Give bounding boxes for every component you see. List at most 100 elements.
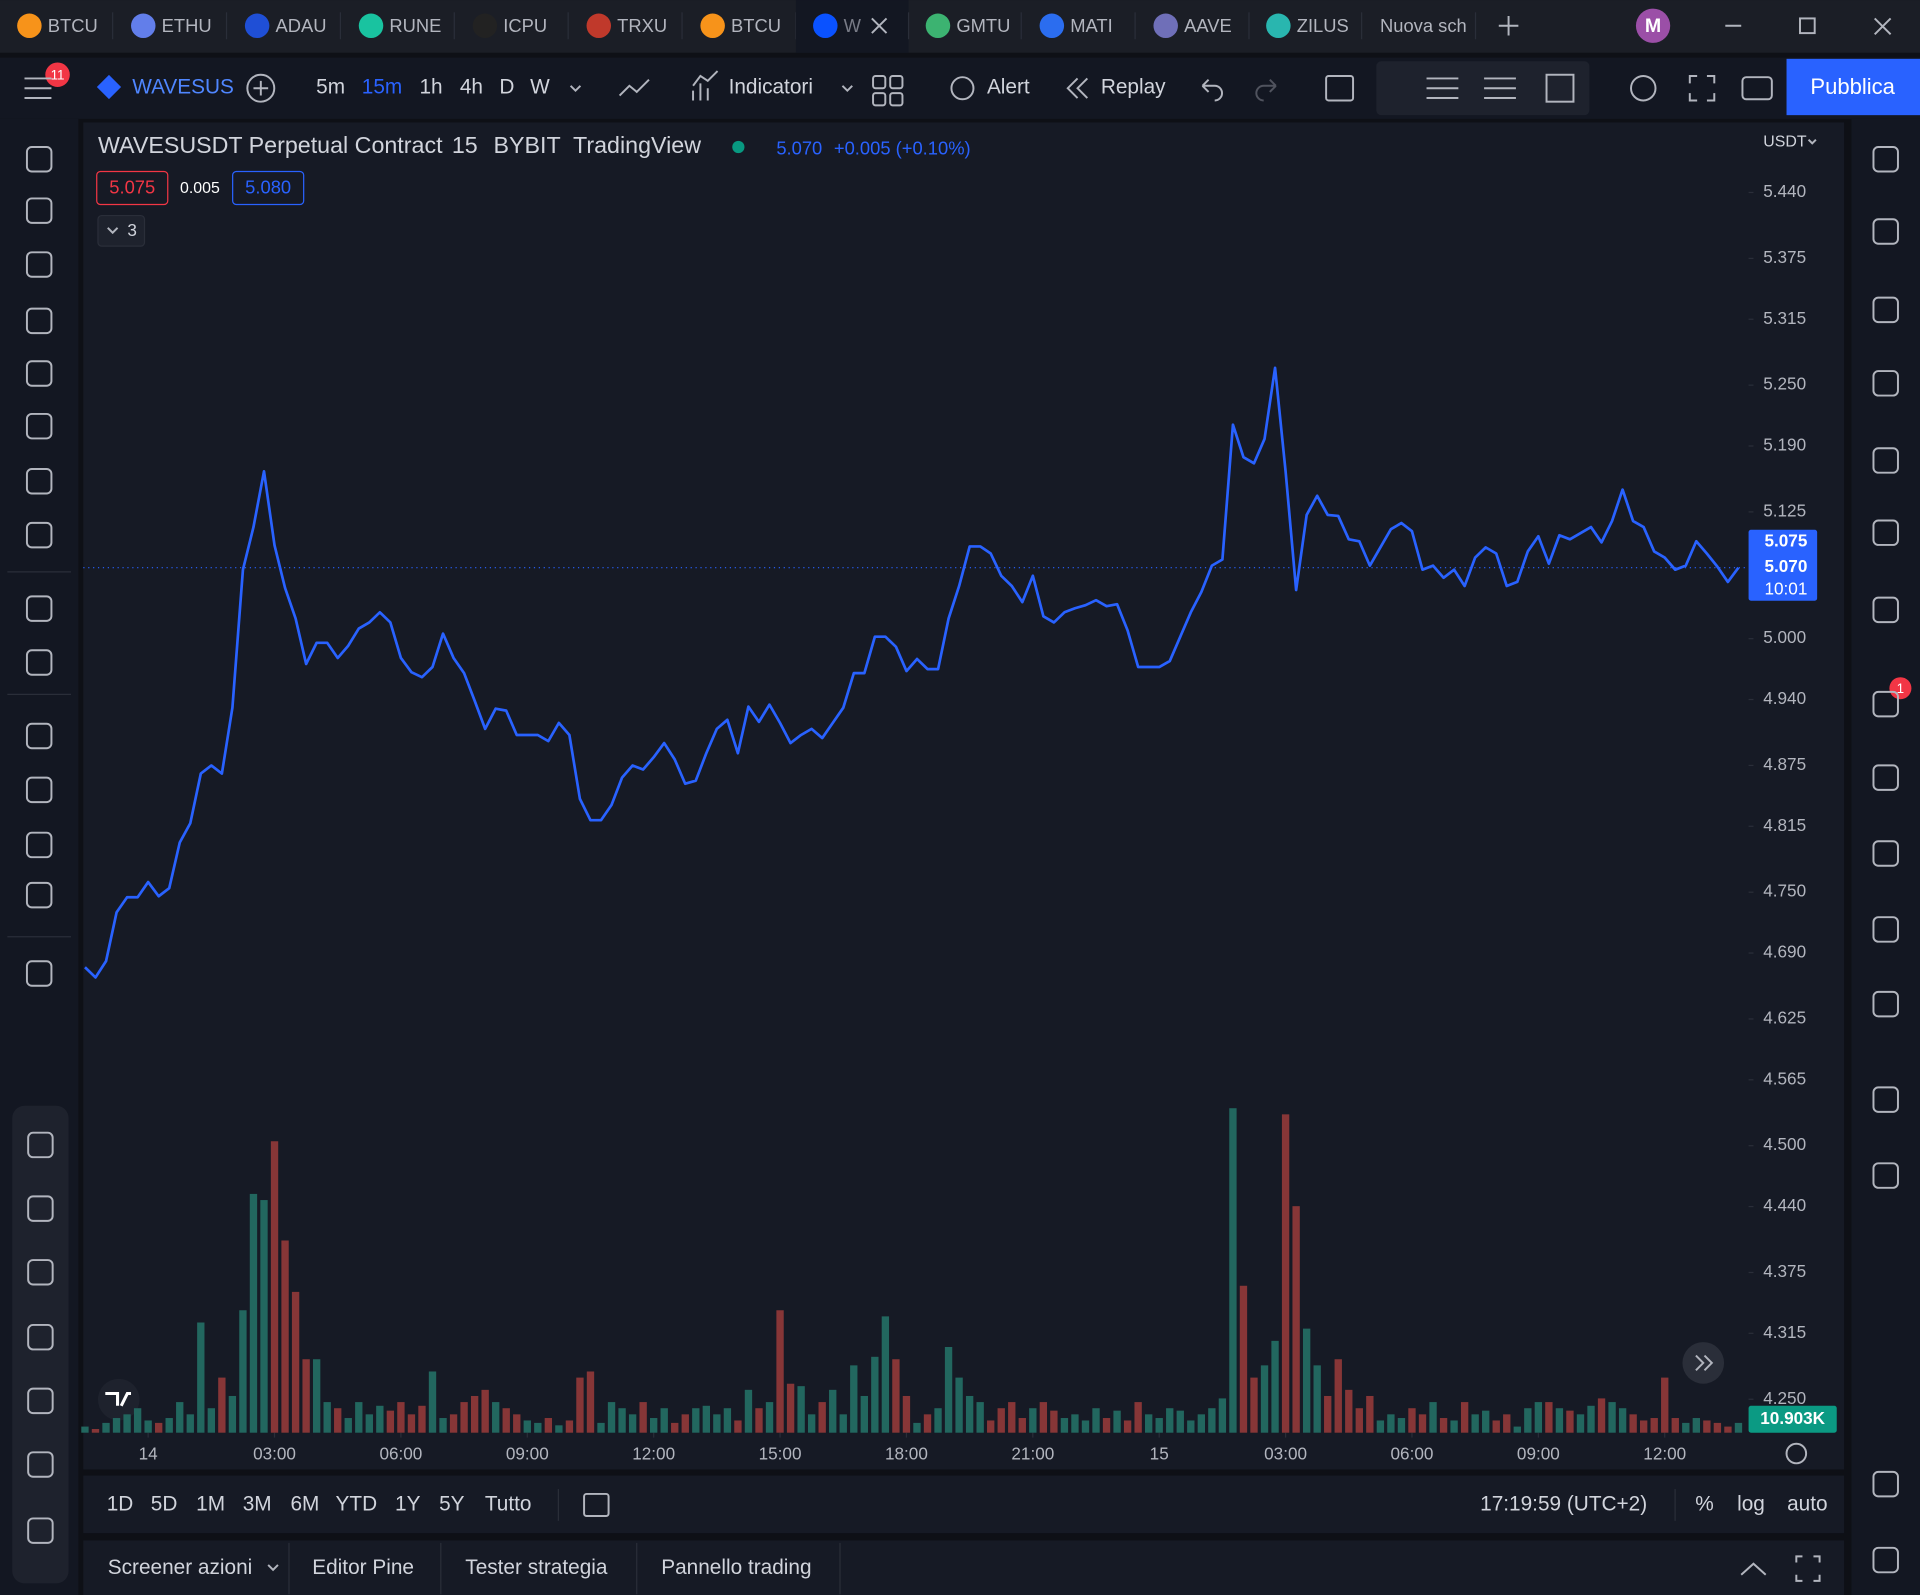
quick-action-button[interactable] — [27, 1131, 54, 1159]
currency-dropdown[interactable] — [1807, 138, 1817, 145]
layout-icon[interactable] — [872, 74, 887, 90]
range-button[interactable]: Tutto — [485, 1492, 532, 1515]
tab-icon[interactable] — [17, 13, 42, 39]
drawing-tool[interactable] — [1426, 77, 1459, 99]
bottom-tab[interactable]: Screener azioni — [108, 1556, 253, 1579]
drawing-tool-button[interactable] — [25, 251, 53, 278]
select-tool[interactable] — [1545, 73, 1575, 103]
tab-label[interactable]: BTCU — [731, 15, 781, 36]
range-button[interactable]: 1M — [196, 1492, 225, 1515]
tab-icon[interactable] — [586, 13, 612, 39]
sidebar-button[interactable] — [1872, 146, 1899, 173]
indicators-icon[interactable] — [692, 70, 719, 101]
quick-action-button[interactable] — [27, 1517, 54, 1544]
tab-icon[interactable] — [244, 13, 270, 39]
publish-button[interactable] — [1786, 58, 1920, 116]
settings-button[interactable] — [1630, 74, 1657, 102]
drawing-tool-button[interactable] — [25, 960, 53, 987]
tab-icon[interactable] — [700, 13, 725, 39]
symbol-icon[interactable] — [96, 74, 122, 100]
collapse-chevron[interactable] — [107, 227, 119, 235]
drawing-tool-button[interactable] — [25, 776, 53, 804]
interval-button[interactable]: 4h — [460, 76, 483, 99]
sell-price[interactable]: 5.075 — [109, 176, 155, 197]
scroll-right-icon[interactable] — [1695, 1354, 1714, 1371]
drawing-tool-button[interactable] — [25, 722, 53, 750]
range-button[interactable]: 5Y — [439, 1492, 465, 1515]
tab-label[interactable]: TRXU — [617, 15, 667, 36]
sidebar-button[interactable] — [1872, 447, 1899, 474]
compare-button[interactable] — [246, 73, 276, 103]
menu[interactable] — [24, 77, 52, 99]
range-button[interactable]: 1Y — [395, 1492, 421, 1515]
sidebar-button[interactable] — [1872, 764, 1899, 791]
sidebar-button[interactable] — [1872, 1546, 1899, 1574]
quick-action-button[interactable] — [27, 1259, 54, 1286]
indicators-button[interactable]: Indicatori — [729, 76, 813, 99]
chart-type[interactable] — [618, 78, 650, 97]
fullscreen-button[interactable] — [1688, 74, 1716, 102]
drawing-tool-button[interactable] — [25, 468, 53, 495]
replay-button[interactable]: Replay — [1101, 76, 1166, 99]
drawing-tool-button[interactable] — [25, 521, 53, 549]
sidebar-button[interactable] — [1872, 1470, 1899, 1498]
interval-button[interactable]: W — [530, 76, 550, 99]
publish-label[interactable]: Pubblica — [1810, 74, 1895, 99]
snapshot-button[interactable] — [1741, 76, 1773, 101]
interval-button[interactable]: D — [499, 76, 514, 99]
bottom-tab[interactable]: Editor Pine — [312, 1556, 414, 1579]
interval-button[interactable]: 5m — [316, 76, 345, 99]
avatar[interactable] — [1635, 8, 1671, 43]
scale-option[interactable]: % — [1695, 1492, 1714, 1515]
sidebar-button[interactable] — [1872, 296, 1899, 324]
sidebar-button[interactable] — [1872, 990, 1899, 1018]
range-button[interactable]: 6M — [290, 1492, 319, 1515]
undo[interactable] — [1201, 78, 1223, 102]
tab-icon[interactable] — [472, 13, 498, 39]
sidebar-button[interactable] — [1872, 1162, 1899, 1189]
goto-date[interactable] — [583, 1492, 610, 1517]
sidebar-button[interactable] — [1872, 370, 1899, 397]
interval-button[interactable]: 15m — [362, 76, 402, 99]
alert-button[interactable]: Alert — [987, 76, 1030, 99]
rect-tool[interactable] — [1325, 74, 1355, 102]
symbol-search[interactable]: WAVESUS — [132, 76, 234, 99]
tab-label[interactable]: ETHU — [162, 15, 212, 36]
range-button[interactable]: 1D — [107, 1492, 134, 1515]
scale-option[interactable]: auto — [1787, 1492, 1827, 1515]
sell-box[interactable] — [96, 170, 169, 206]
tab-icon[interactable] — [358, 13, 384, 39]
tab-label[interactable]: Nuova sch — [1380, 15, 1467, 36]
replay-icon[interactable] — [1066, 77, 1089, 99]
drawing-tool-button[interactable] — [25, 146, 53, 173]
tab-label[interactable]: ADAU — [276, 15, 327, 36]
quick-action-button[interactable] — [27, 1323, 54, 1351]
drawing-tool-button[interactable] — [25, 412, 53, 440]
buy-price[interactable]: 5.080 — [245, 176, 291, 197]
sidebar-button[interactable] — [1872, 596, 1899, 624]
drawing-tool-button[interactable] — [25, 197, 53, 224]
tab-icon[interactable] — [1039, 13, 1065, 39]
currency-label[interactable]: USDT — [1763, 133, 1807, 150]
drawing-tool-button[interactable] — [25, 881, 53, 909]
bottom-tab[interactable]: Tester strategia — [465, 1556, 608, 1579]
tab-label[interactable]: RUNE — [389, 15, 441, 36]
drawing-tool-button[interactable] — [25, 595, 53, 622]
tab-label[interactable]: GMTU — [956, 15, 1010, 36]
range-button[interactable]: 5D — [151, 1492, 178, 1515]
interval-button[interactable]: 1h — [419, 76, 442, 99]
sidebar-button[interactable] — [1872, 519, 1899, 546]
avatar-letter[interactable]: M — [1645, 15, 1661, 37]
tab-label[interactable]: MATI — [1070, 15, 1113, 36]
tv-logo-mark[interactable] — [105, 1391, 132, 1407]
panel-maximize[interactable] — [1795, 1555, 1821, 1582]
window-maximize[interactable] — [1799, 17, 1816, 35]
alert-icon[interactable] — [950, 76, 975, 101]
tab-icon[interactable] — [1266, 13, 1291, 39]
indicators-dropdown[interactable] — [841, 85, 853, 93]
axis-settings[interactable] — [1785, 1442, 1808, 1465]
tab-close[interactable] — [871, 17, 888, 34]
sidebar-button[interactable] — [1872, 840, 1899, 867]
quick-action-button[interactable] — [27, 1387, 54, 1415]
drawing-tool[interactable] — [1484, 77, 1516, 99]
